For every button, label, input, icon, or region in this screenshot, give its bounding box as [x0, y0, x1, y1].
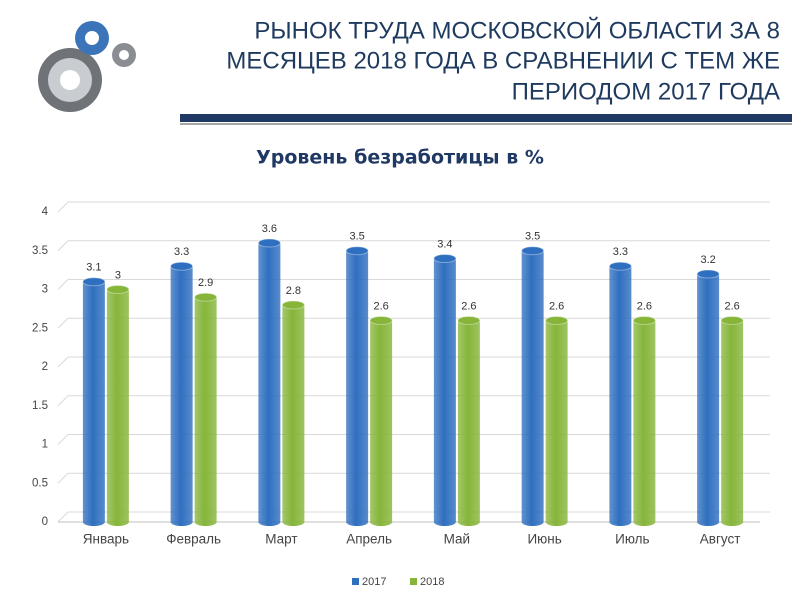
value-label: 3.6: [262, 223, 277, 235]
bar: [194, 293, 217, 526]
legend-label: 2018: [420, 576, 444, 588]
bar-cap: [545, 316, 569, 325]
bar-cap: [433, 254, 457, 263]
bar-cap: [696, 269, 720, 279]
grid-line: [57, 395, 69, 407]
value-label: 3.4: [437, 238, 452, 250]
bar: [457, 316, 480, 526]
value-label: 2.9: [198, 277, 213, 289]
title-rule: [180, 114, 792, 122]
value-label: 2.6: [549, 300, 564, 312]
y-tick-label: 2: [42, 361, 48, 373]
bar: [82, 277, 105, 526]
grid-line: [57, 317, 69, 329]
grid-line: [57, 356, 69, 368]
gears-icon: [38, 21, 136, 112]
y-tick-label: 1.5: [32, 400, 48, 412]
bar-cap: [257, 238, 281, 248]
value-label: 3.2: [700, 254, 715, 266]
value-label: 3.5: [349, 231, 364, 243]
x-tick-label: Январь: [83, 532, 129, 547]
y-tick-label: 3.5: [32, 245, 48, 257]
grid-line: [57, 279, 69, 290]
x-tick-label: Апрель: [346, 532, 392, 547]
value-label: 3.1: [86, 262, 101, 274]
bar: [697, 270, 720, 526]
bar-cap: [82, 277, 106, 287]
y-tick-label: 2.5: [32, 322, 48, 334]
bar: [282, 301, 305, 526]
chart-title: Уровень безработицы в %: [256, 147, 544, 169]
legend-label: 2017: [362, 576, 386, 588]
grid-line: [57, 511, 69, 523]
bar: [370, 316, 393, 526]
x-tick-label: Август: [700, 532, 741, 547]
bar-cap: [106, 285, 130, 294]
y-tick-label: 3: [42, 284, 48, 296]
bar: [346, 246, 369, 526]
bar-cap: [457, 316, 481, 325]
y-tick-label: 0.5: [32, 477, 48, 489]
bar: [545, 316, 568, 526]
value-label: 3.3: [613, 246, 628, 258]
value-label: 2.8: [286, 285, 301, 297]
bar: [433, 254, 456, 526]
value-label: 3: [115, 269, 121, 281]
value-label: 2.6: [461, 300, 476, 312]
bar-cap: [194, 292, 218, 302]
grid-line: [57, 472, 69, 484]
bar: [521, 246, 544, 526]
bar: [633, 316, 656, 526]
x-tick-label: Июнь: [527, 532, 561, 547]
x-tick-label: Июль: [615, 532, 649, 547]
title-rule-shadow: [180, 123, 792, 125]
legend-swatch: [352, 578, 359, 585]
y-tick-label: 0: [42, 516, 48, 528]
bar: [609, 262, 632, 526]
y-tick-label: 4: [42, 206, 49, 218]
bar-cap: [521, 246, 545, 256]
bar-cap: [345, 246, 369, 256]
slide-title: МЕСЯЦЕВ 2018 ГОДА В СРАВНЕНИИ С ТЕМ ЖЕ: [226, 47, 780, 74]
grid-line: [57, 434, 69, 445]
grid-line: [57, 240, 69, 252]
x-tick-label: Февраль: [166, 532, 221, 547]
bar-cap: [281, 300, 305, 310]
x-tick-label: Май: [444, 532, 470, 547]
value-label: 2.6: [724, 300, 739, 312]
value-label: 2.6: [373, 300, 388, 312]
bar-cap: [170, 261, 194, 271]
bar-cap: [608, 261, 632, 271]
x-tick-label: Март: [265, 532, 297, 547]
bar-cap: [632, 316, 656, 325]
bar: [721, 316, 744, 526]
value-label: 3.3: [174, 246, 189, 258]
y-tick-label: 1: [42, 439, 48, 451]
legend-swatch: [410, 578, 417, 585]
value-label: 2.6: [637, 300, 652, 312]
bar: [106, 285, 129, 526]
bar: [258, 239, 281, 526]
bar-cap: [720, 316, 744, 325]
value-label: 3.5: [525, 231, 540, 243]
grid-line: [57, 201, 69, 213]
bar-cap: [369, 316, 393, 325]
slide-title: РЫНОК ТРУДА МОСКОВСКОЙ ОБЛАСТИ ЗА 8: [254, 16, 780, 44]
bar: [170, 262, 193, 526]
slide-title: ПЕРИОДОМ 2017 ГОДА: [512, 78, 780, 105]
